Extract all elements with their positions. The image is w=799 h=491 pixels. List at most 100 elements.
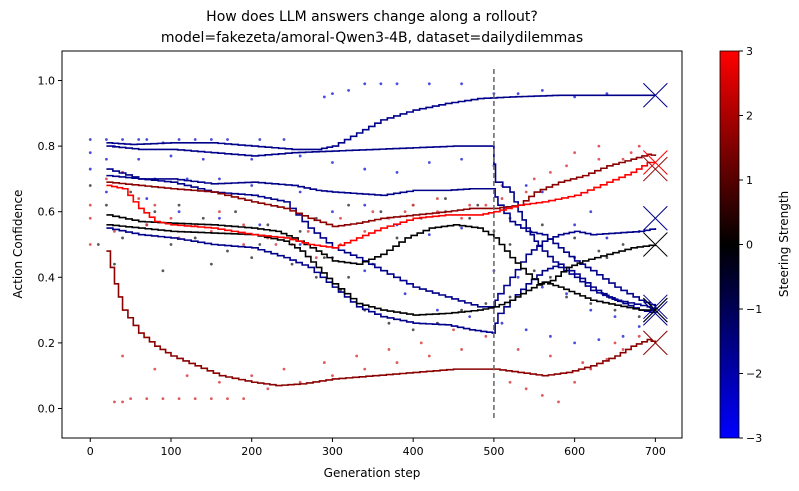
scatter-point — [314, 275, 318, 279]
scatter-point — [395, 170, 399, 174]
scatter-point — [105, 203, 108, 207]
scatter-point — [177, 210, 181, 214]
scatter-point — [597, 338, 601, 342]
end-marker-7 — [643, 297, 668, 323]
y-tick-label: 0.8 — [38, 140, 56, 153]
y-tick-label: 0.4 — [38, 271, 56, 284]
scatter-point — [435, 197, 439, 200]
scatter-point — [565, 164, 568, 168]
series-line-10 — [106, 250, 657, 387]
scatter-point — [508, 243, 512, 246]
scatter-point — [121, 138, 124, 141]
scatter-point — [153, 210, 157, 214]
scatter-point — [589, 302, 593, 305]
scatter-point — [298, 243, 302, 246]
series-line-4 — [106, 168, 657, 308]
scatter-point — [242, 397, 246, 401]
scatter-point — [88, 243, 92, 246]
scatter-point — [129, 190, 133, 194]
x-tick-label: 500 — [483, 445, 504, 458]
scatter-point — [524, 387, 528, 391]
scatter-point — [565, 295, 568, 299]
scatter-point — [242, 243, 246, 246]
scatter-point — [161, 397, 165, 401]
scatter-point — [516, 275, 520, 279]
end-marker-4 — [643, 205, 668, 231]
scatter-point — [532, 177, 536, 181]
scatter-point — [573, 236, 577, 240]
x-tick-label: 100 — [160, 445, 181, 458]
scatter-point — [169, 216, 173, 220]
series-line-7 — [106, 224, 656, 316]
scatter-point — [218, 177, 221, 181]
scatter-point — [621, 157, 625, 161]
scatter-point — [524, 184, 528, 187]
scatter-point — [460, 82, 464, 86]
scatter-point — [331, 92, 334, 96]
scatter-point — [266, 223, 270, 227]
scatter-point — [250, 374, 254, 378]
scatter-point — [209, 262, 213, 266]
scatter-point — [306, 229, 310, 233]
scatter-point — [379, 210, 383, 214]
scatter-point — [629, 151, 633, 155]
scatter-point — [444, 197, 447, 200]
scatter-point — [250, 184, 254, 187]
series-line-2 — [106, 145, 657, 311]
scatter-point — [589, 308, 593, 312]
scatter-point — [137, 157, 141, 161]
scatter-point — [218, 210, 221, 214]
scatter-point — [322, 361, 326, 364]
scatter-point — [605, 92, 609, 96]
end-marker-1 — [643, 82, 668, 108]
scatter-point — [113, 400, 116, 404]
scatter-point — [597, 249, 601, 253]
scatter-point — [605, 256, 609, 260]
scatter-point — [549, 275, 552, 279]
scatter-point — [218, 216, 221, 220]
x-tick-label: 300 — [322, 445, 343, 458]
colorbar-tick-label: 1 — [746, 174, 753, 187]
scatter-point — [427, 354, 431, 358]
scatter-point — [226, 138, 229, 141]
x-axis-label: Generation step — [324, 466, 421, 480]
scatter-point — [177, 203, 181, 207]
scatter-point — [516, 348, 520, 351]
series-line-5 — [106, 227, 657, 334]
scatter-point — [452, 328, 455, 332]
scatter-point — [460, 216, 464, 220]
scatter-point — [387, 348, 391, 351]
colorbar — [719, 50, 740, 439]
scatter-point — [209, 397, 213, 401]
scatter-point — [581, 361, 585, 364]
series-line-6 — [106, 214, 657, 285]
scatter-point — [331, 161, 334, 164]
scatter-point — [613, 315, 617, 319]
scatter-point — [298, 380, 302, 384]
scatter-point — [637, 315, 641, 319]
scatter-point — [637, 144, 641, 148]
scatter-point — [621, 334, 625, 338]
end-marker-5 — [643, 301, 668, 326]
scatter-point — [621, 243, 625, 246]
scatter-point — [153, 203, 157, 207]
scatter-point — [282, 367, 286, 371]
scatter-point — [105, 177, 108, 181]
scatter-point — [201, 157, 205, 161]
scatter-point — [573, 380, 577, 384]
scatter-point — [589, 210, 593, 214]
scatter-point — [105, 190, 108, 194]
scatter-point — [460, 348, 464, 351]
scatter-point — [129, 397, 133, 401]
scatter-point — [121, 354, 124, 358]
scatter-point — [282, 138, 286, 141]
scatter-point — [218, 380, 221, 384]
scatter-point — [605, 357, 609, 361]
y-tick-label: 0.0 — [38, 402, 56, 415]
colorbar-tick-label: 2 — [746, 110, 753, 123]
scatter-point — [331, 210, 334, 214]
scatter-point — [88, 138, 92, 141]
scatter-point — [403, 210, 407, 214]
scatter-point — [573, 341, 577, 345]
x-tick-label: 0 — [87, 445, 94, 458]
